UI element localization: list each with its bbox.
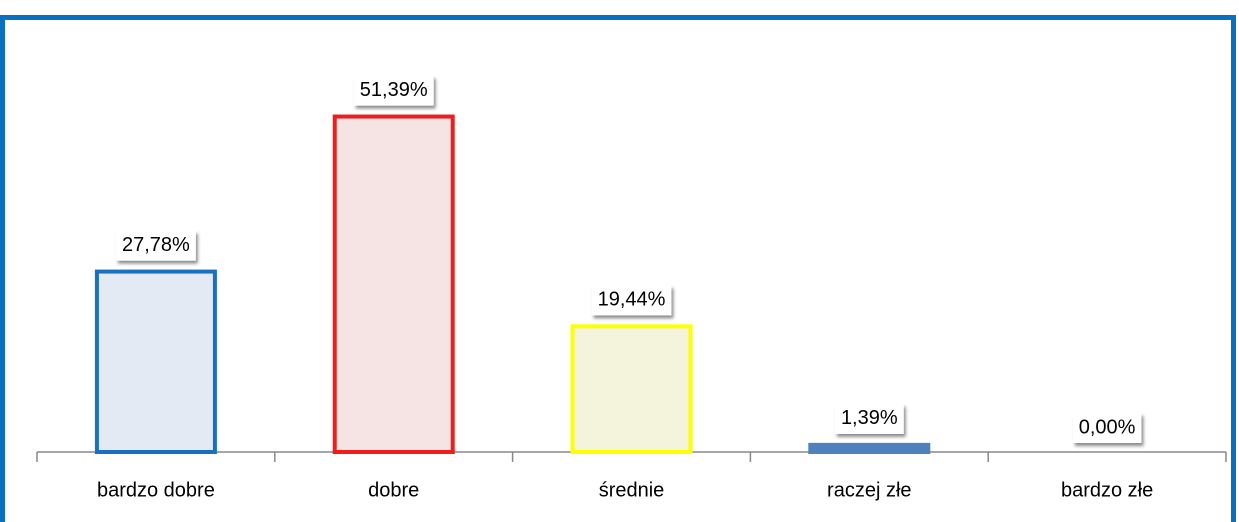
frame [0,15,1236,522]
bar [332,114,455,454]
bar [808,442,931,455]
value-label-box [353,75,434,106]
value-label-box [591,285,672,316]
x-tick-label: bardzo złe [1061,479,1153,501]
value-label: 27,78% [122,234,190,256]
value-label: 19,44% [598,289,666,311]
value-label: 51,39% [360,79,428,101]
value-label-box [1072,413,1142,443]
x-tick-label: dobre [368,479,419,501]
value-label: 1,39% [841,407,898,429]
x-tick-label: bardzo dobre [97,479,215,501]
x-tick-label: średnie [599,479,665,501]
x-tick-label: raczej złe [827,479,911,501]
bar [94,269,217,454]
value-label-box [115,230,196,261]
value-label-box [834,403,904,434]
bar [570,324,693,454]
value-label: 0,00% [1079,416,1136,438]
